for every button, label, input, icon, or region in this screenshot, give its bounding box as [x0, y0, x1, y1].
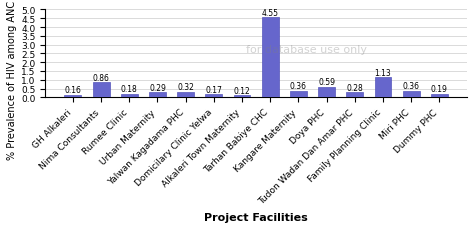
Text: 0.28: 0.28: [346, 83, 363, 92]
Text: 0.19: 0.19: [431, 85, 448, 94]
Y-axis label: % Prevalence of HIV among ANC attendees: % Prevalence of HIV among ANC attendees: [7, 0, 17, 159]
Bar: [92, 83, 109, 98]
Bar: [318, 88, 335, 98]
Bar: [374, 78, 392, 98]
Bar: [346, 93, 363, 98]
Text: 0.29: 0.29: [149, 83, 166, 92]
Text: 0.17: 0.17: [205, 85, 222, 94]
Bar: [205, 95, 222, 98]
Bar: [403, 92, 419, 98]
Bar: [149, 93, 166, 98]
Text: 0.36: 0.36: [290, 82, 307, 91]
Text: 0.86: 0.86: [92, 73, 109, 82]
Text: 0.36: 0.36: [403, 82, 419, 91]
Bar: [64, 95, 82, 98]
Text: 0.16: 0.16: [64, 85, 81, 94]
Text: 4.55: 4.55: [262, 9, 279, 18]
Bar: [177, 92, 194, 98]
Text: 0.18: 0.18: [121, 85, 137, 94]
X-axis label: Project Facilities: Project Facilities: [204, 212, 308, 222]
Bar: [262, 18, 279, 98]
Bar: [431, 95, 448, 98]
Bar: [234, 96, 250, 98]
Text: 0.12: 0.12: [234, 86, 250, 95]
Text: 0.59: 0.59: [318, 78, 335, 87]
Bar: [121, 95, 138, 98]
Text: 0.32: 0.32: [177, 83, 194, 92]
Text: for database use only: for database use only: [246, 45, 367, 55]
Bar: [290, 92, 307, 98]
Text: 1.13: 1.13: [374, 68, 392, 77]
